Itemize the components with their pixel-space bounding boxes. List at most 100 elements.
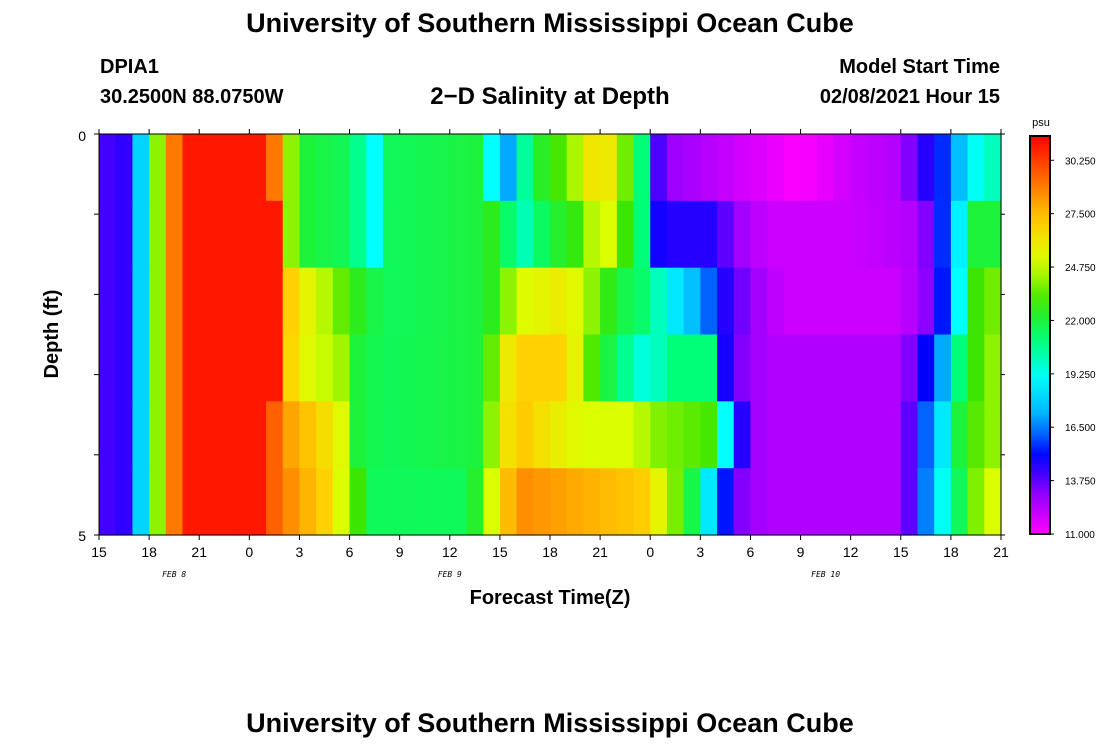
heatmap-cell <box>934 468 952 536</box>
heatmap-cell <box>700 468 718 536</box>
heatmap-cell <box>449 267 468 336</box>
heatmap-cell <box>850 401 868 469</box>
heatmap-cell <box>366 267 384 336</box>
heatmap-cell <box>299 267 317 336</box>
heatmap-cell <box>984 401 1002 469</box>
heatmap-cell <box>600 468 618 536</box>
heatmap-cell <box>483 334 501 402</box>
heatmap-cell <box>550 200 568 269</box>
heatmap-cell <box>215 134 234 202</box>
heatmap-cell <box>700 401 718 469</box>
heatmap-cell <box>266 334 284 402</box>
heatmap-cell <box>399 334 417 402</box>
heatmap-cell <box>550 267 568 336</box>
heatmap-cell <box>767 468 785 536</box>
heatmap-cell <box>499 401 518 469</box>
heatmap-cell <box>800 267 818 336</box>
heatmap-cell <box>683 200 701 269</box>
heatmap-cell <box>516 468 534 536</box>
heatmap-cell <box>550 401 568 469</box>
heatmap-cell <box>232 334 250 402</box>
colorbar-tick-label: 19.250 <box>1065 370 1096 381</box>
heatmap-cell <box>633 200 651 269</box>
heatmap-cell <box>449 334 468 402</box>
heatmap-cell <box>382 267 401 336</box>
heatmap-cell <box>99 200 117 269</box>
heatmap-cell <box>316 334 334 402</box>
heatmap-cell <box>149 134 167 202</box>
heatmap-cell <box>750 134 768 202</box>
heatmap-cell <box>182 468 200 536</box>
heatmap-cell <box>516 267 534 336</box>
heatmap-cell <box>249 200 267 269</box>
heatmap-cell <box>199 267 217 336</box>
heatmap-cell <box>366 334 384 402</box>
heatmap-cell <box>483 401 501 469</box>
heatmap-cell <box>850 200 868 269</box>
heatmap-cell <box>433 468 451 536</box>
station-coordinates: 30.2500N 88.0750W <box>100 86 284 108</box>
heatmap-cell <box>316 401 334 469</box>
heatmap-cell <box>984 267 1002 336</box>
heatmap-cell <box>616 200 635 269</box>
heatmap-cell <box>566 401 584 469</box>
heatmap-cell <box>934 334 952 402</box>
heatmap-cell <box>466 267 484 336</box>
heatmap-cell <box>516 401 534 469</box>
heatmap-cell <box>817 267 835 336</box>
heatmap-cell <box>149 200 167 269</box>
heatmap-cell <box>733 334 752 402</box>
heatmap-cell <box>867 134 885 202</box>
heatmap-cell <box>249 267 267 336</box>
heatmap-cell <box>550 468 568 536</box>
heatmap-cell <box>382 134 401 202</box>
heatmap-cell <box>850 267 868 336</box>
heatmap-cell <box>433 200 451 269</box>
heatmap-cell <box>900 134 919 202</box>
x-tick-label: 15 <box>492 544 508 560</box>
heatmap-cell <box>382 200 401 269</box>
heatmap-cell <box>165 134 184 202</box>
heatmap-cell <box>399 267 417 336</box>
heatmap-cell <box>767 267 785 336</box>
heatmap-cell <box>115 200 133 269</box>
heatmap-cell <box>750 468 768 536</box>
heatmap-cell <box>616 134 635 202</box>
heatmap-cell <box>650 267 668 336</box>
heatmap-cell <box>149 267 167 336</box>
heatmap-cell <box>767 401 785 469</box>
heatmap-cell <box>316 267 334 336</box>
heatmap-cell <box>850 334 868 402</box>
heatmap-cell <box>783 267 802 336</box>
heatmap-cell <box>266 134 284 202</box>
heatmap-cell <box>499 267 518 336</box>
heatmap-cell <box>182 200 200 269</box>
x-tick-label: 3 <box>696 544 704 560</box>
heatmap-cell <box>783 401 802 469</box>
heatmap-cell <box>967 468 985 536</box>
heatmap-cell <box>165 334 184 402</box>
heatmap-cell <box>132 401 150 469</box>
heatmap-cell <box>850 468 868 536</box>
heatmap-cell <box>616 334 635 402</box>
heatmap-cell <box>332 401 351 469</box>
heatmap-cell <box>683 267 701 336</box>
heatmap-cell <box>449 134 468 202</box>
heatmap-cell <box>600 134 618 202</box>
date-label: FEB 9 <box>438 570 462 579</box>
heatmap-cell <box>115 468 133 536</box>
heatmap-cell <box>767 334 785 402</box>
x-tick-label: 12 <box>442 544 458 560</box>
heatmap-cell <box>583 334 601 402</box>
station-id: DPIA1 <box>100 56 159 78</box>
heatmap-cell <box>884 334 902 402</box>
x-tick-label: 21 <box>993 544 1009 560</box>
heatmap-cell <box>399 468 417 536</box>
heatmap-cell <box>583 267 601 336</box>
heatmap-cell <box>483 267 501 336</box>
heatmap-cell <box>666 134 685 202</box>
heatmap-cell <box>366 200 384 269</box>
heatmap-cell <box>884 200 902 269</box>
heatmap-cell <box>900 200 919 269</box>
